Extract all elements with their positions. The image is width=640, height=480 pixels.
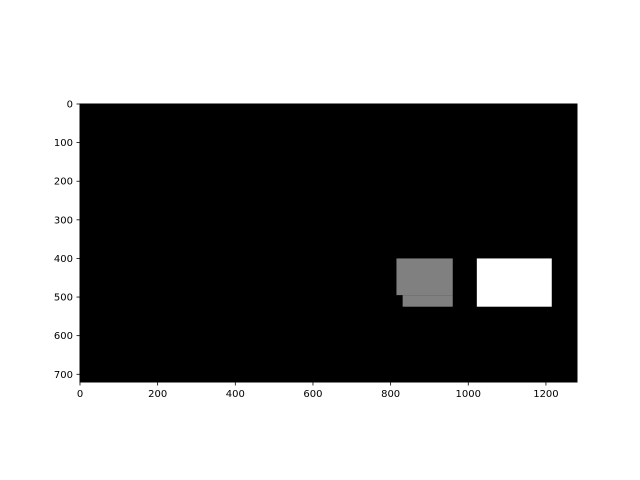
y-axis: 0 100 200 300 400 500 600 700 — [54, 100, 80, 381]
image-region-2 — [476, 258, 552, 307]
x-tick-label: 1200 — [533, 389, 558, 400]
x-tick-label: 400 — [226, 389, 245, 400]
y-tick-label: 600 — [54, 331, 73, 342]
plot-frame — [79, 103, 578, 383]
y-tick-label: 500 — [54, 293, 73, 304]
y-tick-label: 200 — [54, 177, 73, 188]
y-tick-label: 100 — [54, 138, 73, 149]
x-axis: 0 200 400 600 800 1000 1200 — [77, 382, 559, 400]
plot-background — [80, 104, 577, 382]
x-tick-label: 800 — [381, 389, 400, 400]
x-tick-label: 600 — [303, 389, 322, 400]
image-region-1 — [402, 295, 453, 307]
y-tick-label: 400 — [54, 254, 73, 265]
x-tick-label: 200 — [148, 389, 167, 400]
y-tick-label: 700 — [54, 370, 73, 381]
y-tick-label: 0 — [67, 100, 73, 111]
y-tick-label: 300 — [54, 215, 73, 226]
x-tick-label: 1000 — [456, 389, 481, 400]
image-region-0 — [396, 258, 453, 296]
x-tick-label: 0 — [77, 389, 83, 400]
image-regions — [396, 258, 552, 307]
